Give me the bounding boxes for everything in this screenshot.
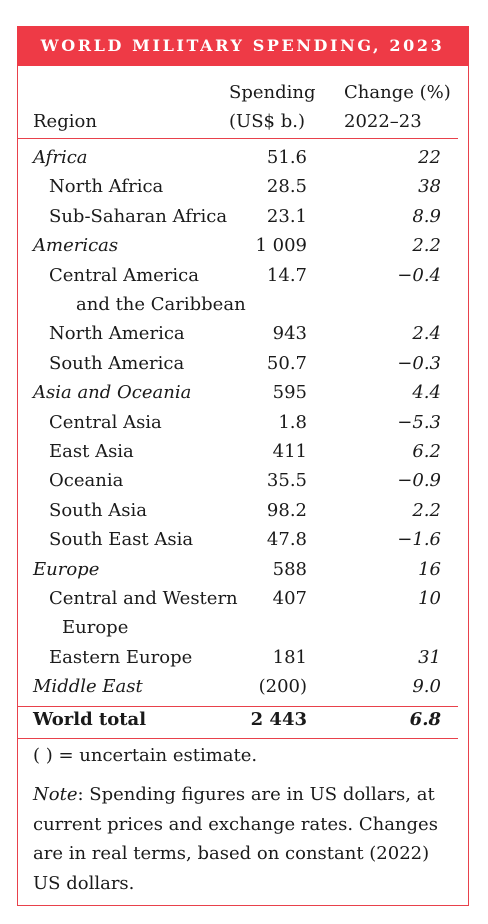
change-value: 38 — [418, 176, 441, 198]
change-value: 2.2 — [412, 235, 441, 257]
change-value: 2.2 — [412, 499, 441, 521]
change-value: 8.9 — [412, 205, 441, 227]
change-value: 9.0 — [412, 676, 441, 698]
change-value: −0.4 — [397, 264, 441, 286]
table-frame: WORLD MILITARY SPENDING, 2023 Region Spe… — [16, 25, 469, 906]
change-value: 31 — [418, 646, 441, 668]
spending-value: 595 — [272, 382, 307, 404]
region-label: Asia and Oceania — [33, 382, 192, 404]
spending-value: (200) — [258, 676, 307, 698]
spending-value: 943 — [272, 323, 307, 345]
spending-value: 51.6 — [266, 147, 307, 168]
total-rule-bottom — [18, 738, 458, 740]
spending-value: 28.5 — [266, 176, 307, 198]
total-change: 6.8 — [409, 709, 441, 730]
change-value: −0.9 — [397, 470, 441, 492]
subregion-label: Central and Western — [49, 588, 238, 609]
spending-value: 98.2 — [266, 499, 307, 521]
spending-value: 14.7 — [266, 264, 307, 286]
spending-value: 407 — [272, 588, 307, 609]
region-label: Europe — [33, 558, 100, 580]
header-spending: Spending (US$ b.) — [229, 78, 316, 136]
header-region: Region — [33, 111, 97, 132]
subregion-label: Eastern Europe — [49, 646, 193, 668]
change-value: −1.6 — [397, 529, 441, 551]
total-spending: 2 443 — [250, 709, 307, 730]
table-title: WORLD MILITARY SPENDING, 2023 — [16, 25, 469, 66]
subregion-label: Sub-Saharan Africa — [49, 205, 228, 227]
spending-value: 411 — [272, 441, 307, 462]
change-value: 4.4 — [412, 382, 441, 404]
subregion-label: Oceania — [49, 470, 124, 492]
change-value: 16 — [418, 558, 441, 580]
change-value: 6.2 — [412, 441, 441, 462]
footnote-label: Note — [33, 784, 78, 805]
change-value: 2.4 — [412, 323, 441, 345]
spending-value: 588 — [272, 558, 307, 580]
total-label: World total — [33, 709, 147, 730]
legend-text: ( ) = uncertain estimate. — [33, 745, 258, 766]
spending-value: 1 009 — [255, 235, 307, 257]
change-value: −5.3 — [397, 411, 441, 433]
footnote-text: : Spending figures are in US dollars, at… — [33, 784, 438, 894]
subregion-label-continued: and the Caribbean — [76, 294, 246, 315]
spending-value: 35.5 — [266, 470, 307, 492]
header-change-line1: Change (%) — [344, 82, 451, 103]
header-rule — [18, 138, 458, 140]
subregion-label: North Africa — [49, 176, 164, 198]
subregion-label-continued: Europe — [62, 617, 129, 639]
header-spending-line2: (US$ b.) — [229, 111, 305, 132]
total-rule-top — [18, 706, 458, 708]
spending-value: 23.1 — [266, 205, 307, 227]
subregion-label: South East Asia — [49, 529, 194, 551]
spending-value: 181 — [272, 646, 307, 668]
footnote: Note: Spending figures are in US dollars… — [33, 780, 458, 898]
header-change: Change (%) 2022–23 — [344, 78, 451, 136]
spending-value: 50.7 — [266, 352, 307, 374]
spending-value: 1.8 — [278, 411, 307, 433]
header-spending-line1: Spending — [229, 82, 316, 103]
subregion-label: Central Asia — [49, 411, 162, 433]
subregion-label: North America — [49, 323, 185, 345]
subregion-label: East Asia — [49, 441, 134, 462]
region-label: Africa — [33, 147, 88, 168]
region-label: Americas — [33, 235, 119, 257]
change-value: −0.3 — [397, 352, 441, 374]
spending-value: 47.8 — [266, 529, 307, 551]
header-change-line2: 2022–23 — [344, 111, 422, 132]
subregion-label: South America — [49, 352, 185, 374]
change-value: 10 — [418, 588, 441, 609]
subregion-label: Central America — [49, 264, 199, 286]
change-value: 22 — [418, 147, 441, 168]
subregion-label: South Asia — [49, 499, 148, 521]
region-label: Middle East — [33, 676, 143, 698]
